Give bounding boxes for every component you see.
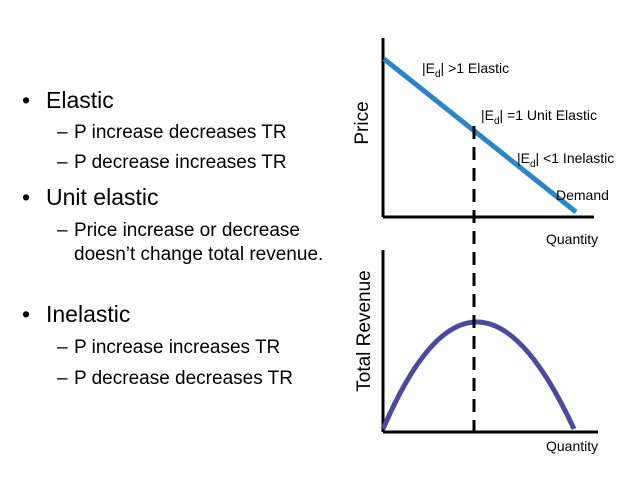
price-axis-label: Price: [352, 101, 373, 144]
total-revenue-axis-label: Total Revenue: [354, 270, 375, 391]
sub-bullet-dash: –: [57, 337, 68, 358]
bullet-dot: •: [22, 184, 31, 210]
bullet-dot: •: [22, 301, 31, 327]
unit-elastic-label: |Ed| =1 Unit Elastic: [481, 107, 597, 127]
sub-bullet-dash: –: [57, 152, 68, 173]
demand-curve: [382, 57, 578, 214]
bullet-label: Unit elastic: [46, 184, 159, 210]
sub-bullet-dash: –: [57, 220, 68, 241]
sub-bullet-dash: –: [57, 368, 68, 389]
sub-bullet-text: P increase decreases TR: [74, 122, 287, 143]
bullet-label: Inelastic: [46, 301, 131, 327]
elastic-label: |Ed| >1 Elastic: [422, 60, 509, 80]
quantity-label-top: Quantity: [546, 231, 598, 247]
sub-bullet-text: P increase increases TR: [74, 337, 281, 358]
total-revenue-curve: [380, 319, 577, 431]
bullet-label: Elastic: [46, 87, 114, 113]
sub-bullet-text: P decrease increases TR: [74, 152, 287, 173]
quantity-label-bottom: Quantity: [546, 438, 598, 454]
sub-bullet-text: Price increase or decrease doesn’t chang…: [74, 220, 324, 265]
bullet-list: • Elastic – P increase decreases TR – P …: [22, 87, 324, 389]
bullet-dot: •: [22, 87, 31, 113]
sub-bullet-text: P decrease decreases TR: [74, 368, 293, 389]
inelastic-label: |Ed| <1 Inelastic: [517, 150, 614, 170]
demand-label: Demand: [556, 187, 609, 203]
sub-bullet-dash: –: [57, 122, 68, 143]
